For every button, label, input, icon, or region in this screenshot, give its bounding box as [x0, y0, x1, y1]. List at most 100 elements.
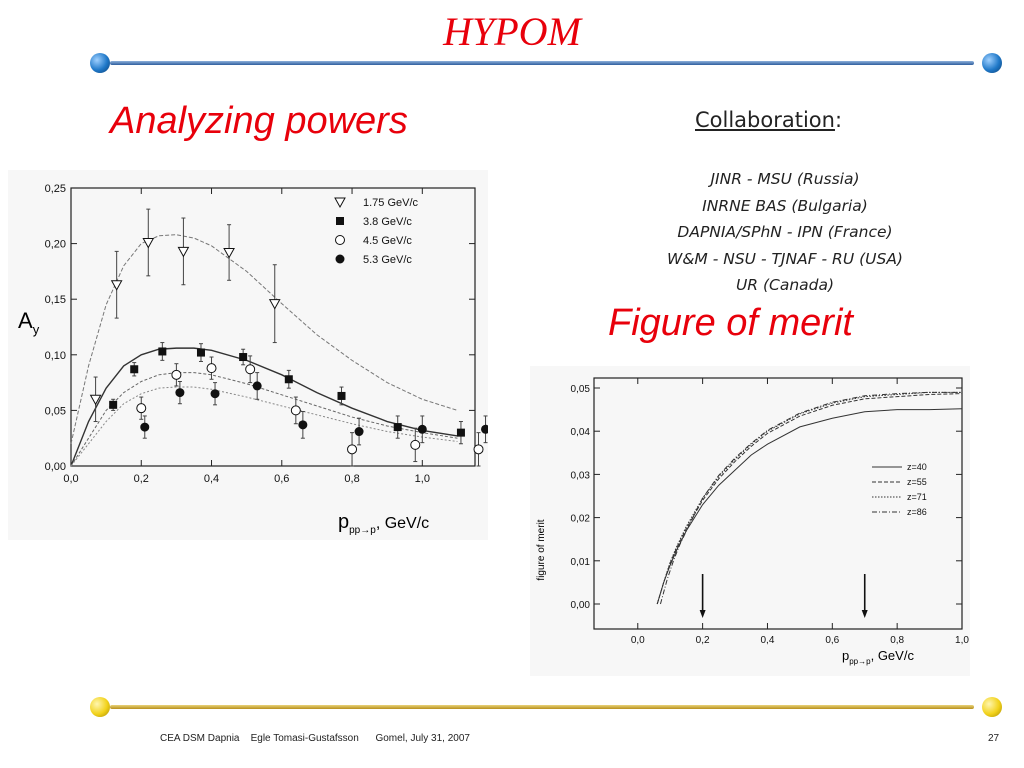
c1-legend-label: 3.8 GeV/c [363, 216, 412, 228]
c1-data-point [393, 423, 402, 432]
c1-xtick-label: 0,6 [274, 473, 289, 485]
c2-ytick-label: 0,05 [571, 384, 591, 395]
c1-data-point [136, 403, 147, 414]
c1-data-point [177, 246, 190, 258]
c2-xtick-label: 0,0 [631, 635, 645, 646]
c2-xaxis-label-sub: pp→p [849, 657, 871, 666]
collaboration-member: UR (Canada) [735, 276, 835, 294]
c2-legend-label: z=71 [907, 492, 927, 502]
c1-data-point [347, 444, 358, 455]
c1-data-point [158, 347, 167, 356]
collaboration-member: DAPNIA/SPhN - IPN (France) [677, 223, 893, 241]
c1-data-point [89, 394, 102, 406]
c1-xaxis-label: ppp→p, GeV/c [338, 511, 429, 536]
collaboration-member: W&M - NSU - TJNAF - RU (USA) [667, 249, 903, 268]
c2-legend-label: z=55 [907, 477, 927, 487]
c1-data-point [290, 405, 301, 416]
c2-legend-label: z=86 [907, 507, 927, 517]
bottom-rule [110, 705, 974, 709]
c1-xaxis-label-main: p [338, 511, 349, 533]
collaboration-list: JINR - MSU (Russia) INRNE BAS (Bulgaria)… [600, 166, 970, 299]
c1-data-point [196, 348, 205, 357]
c1-data-point [210, 389, 220, 399]
c2-series-line [656, 391, 962, 605]
footer-text: CEA DSM Dapnia Egle Tomasi-Gustafsson Go… [160, 733, 470, 744]
c1-ytick-label: 0,25 [45, 183, 66, 195]
c1-data-point [473, 444, 484, 455]
c2-xtick-label: 0,4 [761, 635, 775, 646]
c1-legend-label: 5.3 GeV/c [363, 254, 412, 266]
c1-data-point [334, 197, 346, 209]
c1-data-point [171, 369, 182, 380]
c1-data-point [456, 428, 465, 437]
ay-axis-label-main: A [18, 308, 33, 333]
bottom-left-dot [90, 697, 110, 717]
c2-ytick-label: 0,02 [571, 514, 591, 525]
analyzing-powers-heading: Analyzing powers [110, 100, 408, 142]
top-rule [110, 61, 974, 65]
figure-of-merit-heading: Figure of merit [608, 302, 853, 344]
c1-data-point [298, 420, 308, 430]
c1-data-point [268, 299, 281, 310]
c1-data-point [245, 364, 256, 375]
fom-axis-label: figure of merit [536, 519, 547, 580]
c2-ytick-label: 0,00 [571, 600, 591, 611]
c1-data-point [206, 363, 217, 374]
collaboration-title-text: Collaboration [695, 108, 835, 132]
c2-xaxis-label: ppp→p, GeV/c [842, 648, 914, 666]
c1-data-point [410, 439, 421, 450]
c2-xtick-label: 0,6 [825, 635, 839, 646]
c2-arrow-head [699, 610, 706, 618]
c2-arrow-head [861, 610, 868, 618]
collaboration-member: INRNE BAS (Bulgaria) [702, 196, 868, 215]
c2-ytick-label: 0,03 [571, 470, 591, 481]
c1-xtick-label: 0,4 [204, 473, 219, 485]
top-right-dot [982, 53, 1002, 73]
c1-data-point [336, 217, 344, 225]
c1-data-point [252, 381, 262, 391]
c1-ytick-label: 0,20 [45, 239, 66, 251]
c1-data-point [109, 400, 118, 409]
collaboration-title: Collaboration: [695, 108, 842, 132]
collaboration-colon: : [834, 108, 843, 132]
c1-legend-label: 4.5 GeV/c [363, 235, 412, 247]
slide-title: HYPOM [443, 9, 581, 54]
c1-fit-curve [70, 386, 458, 467]
c2-ytick-label: 0,01 [571, 557, 591, 568]
c1-data-point [140, 422, 150, 432]
ay-axis-label-sub: y [33, 322, 40, 337]
c2-xtick-label: 1,0 [955, 635, 969, 646]
analyzing-power-chart: 0,00 0,05 0,10 0,15 0,20 0,25 0,0 0,2 0,4 0,6 0,8 1… [8, 170, 488, 540]
c2-series-line [659, 391, 962, 605]
c1-data-point [335, 235, 345, 245]
c1-ytick-label: 0,00 [45, 461, 66, 473]
c1-xtick-label: 1,0 [415, 473, 430, 485]
collaboration-member: JINR - MSU (Russia) [710, 170, 860, 188]
ay-axis-label: Ay [18, 308, 40, 337]
top-left-dot [90, 53, 110, 73]
c1-data-point [417, 424, 427, 434]
c1-xaxis-label-sub: pp→p [349, 525, 376, 536]
c2-legend-label: z=40 [907, 462, 927, 472]
c1-ytick-label: 0,05 [45, 405, 66, 417]
c1-data-point [337, 391, 346, 400]
c2-series-line [656, 408, 963, 605]
c1-data-point [142, 237, 155, 249]
c2-plot-frame [593, 377, 963, 630]
c1-plot-frame [70, 187, 476, 467]
c1-data-point [481, 424, 488, 434]
c1-data-point [284, 375, 293, 384]
c1-data-point [239, 353, 248, 362]
c2-xtick-label: 0,8 [890, 635, 904, 646]
c1-data-point [175, 388, 185, 398]
c1-xtick-label: 0,2 [134, 473, 149, 485]
c2-xtick-label: 0,2 [696, 635, 710, 646]
figure-of-merit-chart: 0,00 0,01 0,02 0,03 0,04 0,05 0,0 0,2 0,4 0,6 0,8 1… [530, 366, 970, 676]
c1-data-point [335, 254, 345, 264]
c1-ytick-label: 0,10 [45, 350, 66, 362]
c1-data-point [130, 365, 139, 374]
c1-data-point [354, 427, 364, 437]
c2-ytick-label: 0,04 [571, 427, 591, 438]
c1-xtick-label: 0,8 [344, 473, 359, 485]
c2-xaxis-label-unit: , GeV/c [871, 648, 915, 663]
